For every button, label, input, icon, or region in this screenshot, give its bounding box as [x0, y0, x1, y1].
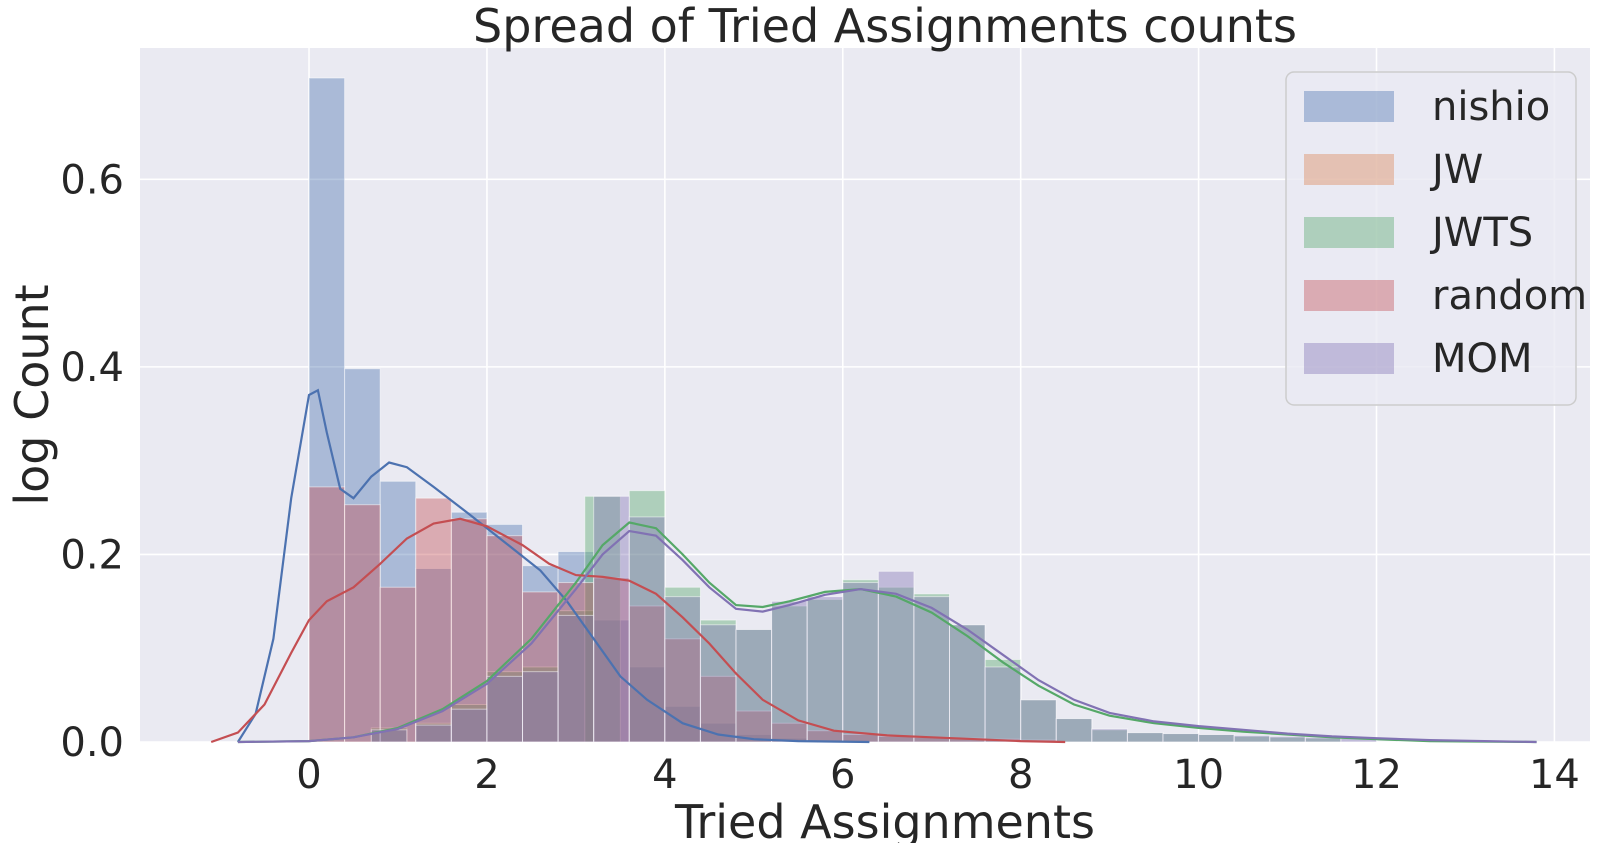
x-tick-label: 14: [1529, 752, 1580, 798]
histogram-bar: [628, 516, 666, 743]
legend-box: [1285, 71, 1577, 406]
y-tick-label: 0.4: [60, 345, 124, 391]
histogram-bar: [664, 596, 701, 743]
legend-label: JW: [1429, 147, 1483, 193]
histogram-bar: [842, 582, 879, 743]
kde-line-jwts: [237, 521, 1537, 744]
histogram-bar: [735, 628, 773, 743]
tick-labels: 0 2 4 6 8 10 12 14 0.0 0.2 0.4 0.6: [60, 157, 1579, 798]
histogram-bar: [628, 605, 666, 743]
x-tick-label: 8: [1008, 752, 1033, 798]
histogram-bar: [450, 518, 488, 743]
legend-label: JWTS: [1429, 210, 1533, 256]
x-tick-label: 2: [474, 752, 499, 798]
histogram-bar: [949, 624, 986, 743]
histogram-bar: [806, 596, 844, 743]
x-tick-label: 12: [1351, 752, 1402, 798]
y-tick-label: 0.6: [60, 157, 124, 203]
x-axis-label: Tried Assignments: [674, 795, 1095, 843]
histogram-bar: [593, 619, 630, 743]
histogram-bar: [1126, 732, 1164, 743]
legend-swatch: [1304, 154, 1394, 185]
histogram-bar: [877, 586, 915, 743]
kde-line-mom: [237, 529, 1537, 744]
histogram-bar: [1091, 728, 1128, 743]
legend-label: nishio: [1432, 84, 1550, 130]
x-tick-label: 6: [830, 752, 855, 798]
chart-title: Spread of Tried Assignments counts: [473, 0, 1297, 53]
legend-label: random: [1432, 273, 1587, 319]
histogram-bar: [593, 495, 630, 743]
histogram-bar: [699, 624, 737, 743]
histogram-bar: [664, 638, 701, 743]
legend-swatch: [1304, 91, 1394, 122]
histogram-bar: [913, 593, 951, 743]
kde-curves: [210, 388, 1537, 744]
histogram-bar: [1020, 699, 1057, 743]
kde-line-random: [210, 517, 1066, 744]
histogram-bar: [1233, 734, 1271, 743]
histogram-bar: [522, 666, 559, 743]
histogram-bar: [379, 586, 417, 743]
y-tick-label: 0.0: [60, 720, 124, 766]
histogram-bar: [771, 600, 808, 743]
histogram-bar: [344, 504, 381, 743]
histogram-bar: [1269, 735, 1306, 743]
histogram-bar: [584, 495, 621, 743]
histogram-bar: [522, 671, 559, 743]
histogram-bar: [1055, 718, 1093, 743]
histogram-bar: [984, 666, 1022, 743]
histogram-bar: [415, 724, 452, 743]
legend-swatch: [1304, 343, 1394, 374]
x-tick-label: 4: [652, 752, 677, 798]
y-tick-label: 0.2: [60, 532, 124, 578]
histogram-bar: [913, 596, 951, 743]
histogram-bar: [1162, 733, 1200, 743]
histogram-bar: [379, 480, 417, 743]
histogram-bar: [450, 708, 488, 743]
histogram-bar: [557, 614, 595, 743]
histogram-bar: [771, 605, 808, 743]
histogram-bar: [842, 579, 879, 743]
kde-line-nishio: [236, 388, 870, 744]
histogram-bar: [486, 675, 524, 743]
histogram-bar: [415, 497, 452, 743]
histogram-bar: [308, 77, 346, 743]
x-tick-label: 0: [296, 752, 321, 798]
histogram-bar: [1198, 733, 1235, 743]
histogram-bar: [557, 610, 595, 743]
legend-label: MOM: [1432, 336, 1533, 382]
legend: nishio JW JWTS random MOM: [1285, 71, 1587, 406]
series-bars-random: [308, 486, 1057, 743]
legend-swatch: [1304, 217, 1394, 248]
y-axis-label: log Count: [5, 284, 59, 505]
x-tick-label: 10: [1173, 752, 1224, 798]
legend-swatch: [1304, 280, 1394, 311]
histogram-bar: [877, 570, 915, 743]
